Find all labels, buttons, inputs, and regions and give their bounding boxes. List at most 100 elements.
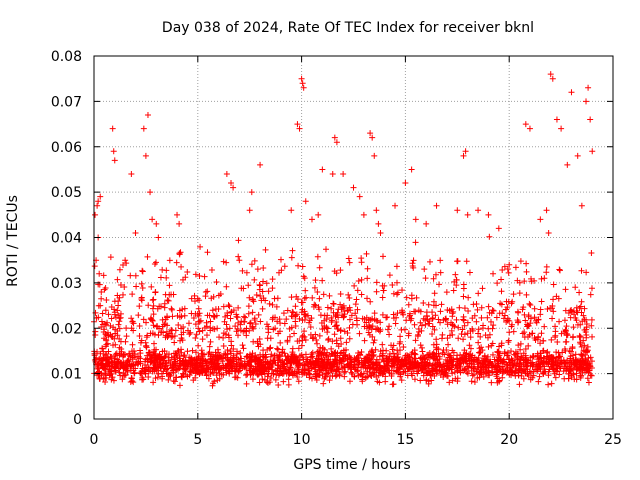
data-point (538, 275, 545, 282)
data-point (417, 308, 424, 315)
data-point (356, 193, 363, 200)
data-point (418, 327, 425, 334)
data-point (320, 291, 327, 298)
data-point (504, 266, 511, 273)
data-point (543, 269, 550, 276)
data-point (402, 180, 409, 187)
data-point (195, 342, 202, 349)
data-point (149, 297, 156, 304)
data-point (107, 254, 114, 261)
data-point (337, 291, 344, 298)
data-point (453, 355, 460, 362)
data-point (500, 356, 507, 363)
data-point (176, 307, 183, 314)
data-point (429, 323, 436, 330)
data-point (277, 339, 284, 346)
data-point (251, 356, 258, 363)
data-point (392, 202, 399, 209)
data-point (164, 322, 171, 329)
data-point (164, 313, 171, 320)
data-point (468, 357, 475, 364)
data-point (423, 369, 430, 376)
data-point (235, 304, 242, 311)
data-point (220, 330, 227, 337)
data-point (105, 311, 112, 318)
data-point (460, 152, 467, 159)
data-point (181, 366, 188, 373)
data-point (138, 368, 145, 375)
data-point (174, 354, 181, 361)
data-point (315, 363, 322, 370)
data-point (522, 345, 529, 352)
data-point (544, 306, 551, 313)
data-point (430, 275, 437, 282)
data-point (166, 291, 173, 298)
data-point (249, 376, 256, 383)
data-point (215, 354, 222, 361)
data-point (588, 316, 595, 323)
data-point (573, 376, 580, 383)
data-point (567, 314, 574, 321)
data-point (570, 324, 577, 331)
data-point (155, 332, 162, 339)
data-point (207, 370, 214, 377)
data-point (261, 370, 268, 377)
data-point (270, 357, 277, 364)
data-point (196, 318, 203, 325)
data-point (588, 322, 595, 329)
data-point (144, 111, 151, 118)
data-point (243, 332, 250, 339)
data-point (309, 294, 316, 301)
y-tick-label: 0 (73, 412, 82, 428)
y-tick-label: 0.02 (51, 321, 82, 337)
data-point (496, 310, 503, 317)
data-point (130, 379, 137, 386)
data-point (550, 281, 557, 288)
data-point (251, 315, 258, 322)
data-point (359, 376, 366, 383)
data-point (474, 306, 481, 313)
data-point (583, 269, 590, 276)
data-point (114, 292, 121, 299)
data-point (94, 364, 101, 371)
data-point (273, 368, 280, 375)
data-point (350, 184, 357, 191)
data-point (228, 180, 235, 187)
data-point (308, 216, 315, 223)
data-point (108, 315, 115, 322)
data-point (386, 272, 393, 279)
data-point (116, 344, 123, 351)
data-point (529, 359, 536, 366)
data-point (380, 353, 387, 360)
data-point (345, 291, 352, 298)
data-point (168, 369, 175, 376)
data-point (438, 367, 445, 374)
data-point (199, 369, 206, 376)
data-point (246, 294, 253, 301)
data-point (259, 305, 266, 312)
data-point (189, 362, 196, 369)
data-point (139, 285, 146, 292)
data-point (517, 365, 524, 372)
data-point (495, 348, 502, 355)
data-point (463, 369, 470, 376)
data-point (340, 355, 347, 362)
data-point (111, 157, 118, 164)
data-point (452, 271, 459, 278)
data-point (431, 326, 438, 333)
data-point (204, 249, 211, 256)
data-point (148, 283, 155, 290)
data-point (312, 368, 319, 375)
data-point (214, 377, 221, 384)
data-point (580, 359, 587, 366)
data-point (275, 354, 282, 361)
data-point (147, 330, 154, 337)
data-point (449, 331, 456, 338)
data-point (195, 325, 202, 332)
data-point (578, 267, 585, 274)
data-point (577, 303, 584, 310)
data-point (314, 253, 321, 260)
data-point (347, 356, 354, 363)
data-point (289, 247, 296, 254)
data-point (317, 366, 324, 373)
